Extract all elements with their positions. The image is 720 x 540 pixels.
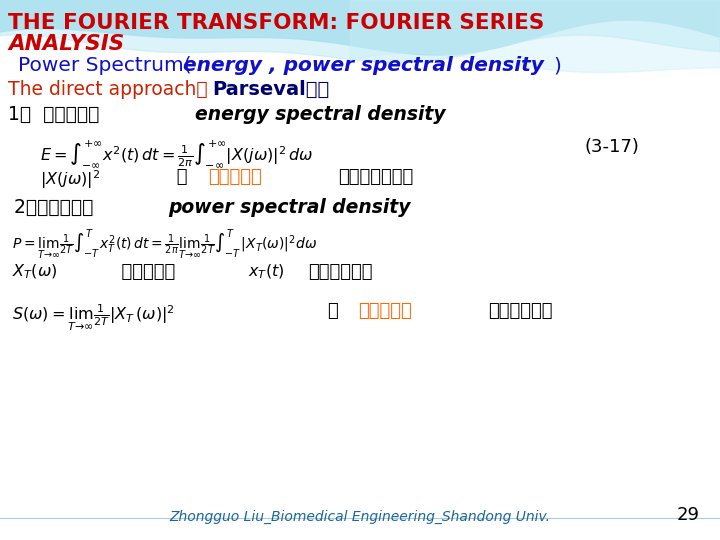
Text: The direct approach：: The direct approach： [8, 80, 207, 99]
Text: (3-17): (3-17) [585, 138, 640, 156]
Text: power spectral density: power spectral density [168, 198, 410, 217]
Text: Parseval定理: Parseval定理 [212, 80, 329, 99]
Text: 的傅里叶变换: 的傅里叶变换 [308, 263, 372, 281]
Text: $E = \int_{-\infty}^{+\infty} x^2(t)\,dt = \frac{1}{2\pi} \int_{-\infty}^{+\inft: $E = \int_{-\infty}^{+\infty} x^2(t)\,dt… [40, 138, 313, 168]
Text: $P = \lim_{T \to \infty} \frac{1}{2T} \int_{-T}^{T} x_T^2(t)\,dt = \frac{1}{2\pi: $P = \lim_{T \to \infty} \frac{1}{2T} \i… [12, 228, 317, 262]
Text: 为: 为 [148, 168, 187, 186]
Text: ，简称功率谱: ，简称功率谱 [488, 302, 552, 320]
Text: 29: 29 [677, 506, 700, 524]
Text: Power Spectrum(: Power Spectrum( [18, 56, 192, 75]
Text: 能量谱密度: 能量谱密度 [208, 168, 262, 186]
Text: ，简称能量谱。: ，简称能量谱。 [338, 168, 413, 186]
Text: 是截断信号: 是截断信号 [110, 263, 181, 281]
Text: ): ) [553, 56, 561, 75]
Text: $|X(j\omega)|^2$: $|X(j\omega)|^2$ [40, 168, 100, 191]
Text: 功率谱密度: 功率谱密度 [358, 302, 412, 320]
Text: $X_T(\omega)$: $X_T(\omega)$ [12, 263, 58, 281]
Text: energy , power spectral density: energy , power spectral density [183, 56, 551, 75]
Text: $S(\omega) = \lim_{T \to \infty} \frac{1}{2T} |X_T(\omega)|^2$: $S(\omega) = \lim_{T \to \infty} \frac{1… [12, 302, 175, 333]
Text: THE FOURIER TRANSFORM: FOURIER SERIES: THE FOURIER TRANSFORM: FOURIER SERIES [8, 13, 544, 33]
Text: energy spectral density: energy spectral density [195, 105, 446, 124]
Text: 2）功率型信号: 2）功率型信号 [8, 198, 99, 217]
Text: ANALYSIS: ANALYSIS [8, 34, 125, 54]
Text: 为: 为 [305, 302, 338, 320]
Text: 1）  能量型信号: 1） 能量型信号 [8, 105, 112, 124]
Text: $x_T(t)$: $x_T(t)$ [248, 263, 284, 281]
Text: Zhongguo Liu_Biomedical Engineering_Shandong Univ.: Zhongguo Liu_Biomedical Engineering_Shan… [169, 510, 551, 524]
